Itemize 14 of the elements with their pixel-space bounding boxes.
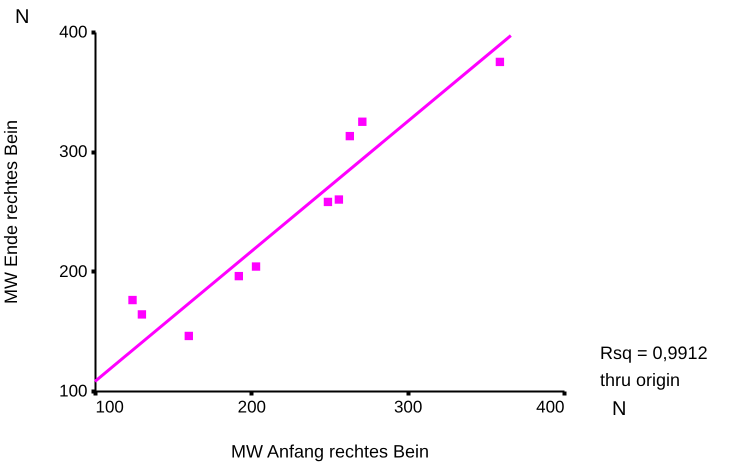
x-tick-label: 300: [394, 398, 422, 416]
y-tick-label: 300: [59, 142, 88, 162]
y-tick-label: 200: [59, 262, 88, 281]
y-tick-label: 400: [59, 22, 88, 42]
text: thru origin: [600, 370, 680, 391]
text: N: [15, 6, 30, 29]
y-axis-title: MW Ende rechtes Bein: [1, 120, 22, 304]
y-tick-label: 100: [59, 382, 88, 400]
text: Rsq = 0,9912: [600, 343, 708, 364]
x-tick-label: 100: [96, 398, 124, 416]
x-tick-label: 200: [238, 398, 266, 416]
x-axis-title: MW Anfang rechtes Bein: [230, 442, 430, 462]
x-tick-label: 400: [536, 398, 564, 416]
text: N: [612, 398, 626, 421]
